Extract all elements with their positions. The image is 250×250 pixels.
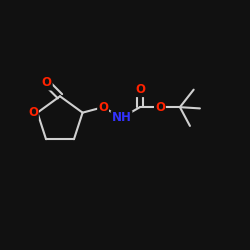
Text: O: O bbox=[98, 101, 108, 114]
Text: O: O bbox=[155, 101, 165, 114]
Text: O: O bbox=[42, 76, 52, 90]
Text: O: O bbox=[135, 83, 145, 96]
Text: NH: NH bbox=[112, 111, 132, 124]
Text: O: O bbox=[28, 106, 38, 119]
